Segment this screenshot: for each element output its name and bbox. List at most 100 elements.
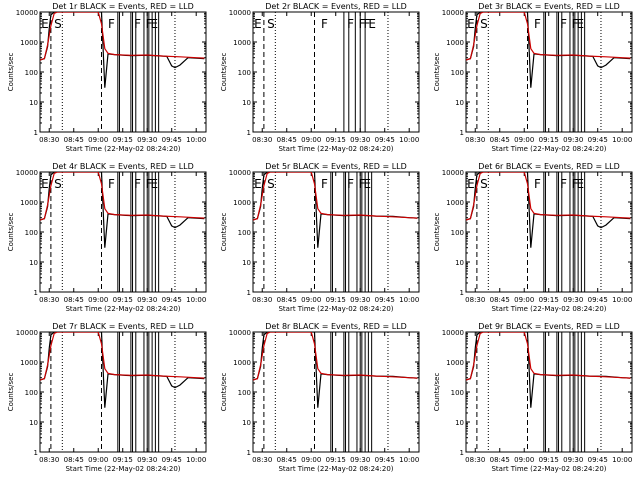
y-tick-label: 100 (238, 389, 251, 397)
y-tick-label: 10000 (442, 169, 464, 177)
y-tick-label: 10 (29, 419, 38, 427)
x-axis-label: Start Time (22-May-02 08:24:20) (278, 305, 393, 313)
series-line-events (253, 172, 418, 248)
event-marker-label: F (134, 177, 141, 191)
x-tick-label: 10:00 (612, 456, 632, 464)
y-tick-label: 10000 (229, 329, 251, 337)
x-tick-label: 08:45 (64, 296, 84, 304)
y-tick-label: 10 (242, 419, 251, 427)
y-tick-label: 1 (460, 449, 464, 457)
y-tick-label: 1000 (446, 39, 464, 47)
panel-det-2: Det 2r BLACK = Events, RED = LLD 1 10 100 10… (220, 2, 420, 153)
x-tick-label: 08:45 (277, 296, 297, 304)
series-line-lld (40, 172, 205, 221)
x-tick-label: 09:15 (326, 136, 346, 144)
chart-title: Det 5r BLACK = Events, RED = LLD (265, 162, 407, 171)
x-tick-label: 09:45 (375, 296, 395, 304)
event-marker-label: E (41, 177, 49, 191)
event-marker-label: S (54, 17, 62, 31)
y-tick-label: 100 (25, 69, 38, 77)
series-line-lld (40, 12, 205, 61)
series-line-events (40, 12, 205, 88)
y-tick-label: 10000 (442, 9, 464, 17)
event-marker-label: E (254, 177, 262, 191)
plot-frame (252, 171, 420, 293)
x-tick-label: 10:00 (186, 456, 206, 464)
x-tick-label: 09:30 (137, 456, 157, 464)
y-tick-label: 100 (25, 389, 38, 397)
series-line-lld (253, 332, 418, 381)
x-tick-label: 08:45 (277, 136, 297, 144)
y-tick-label: 1000 (446, 359, 464, 367)
x-tick-label: 08:30 (465, 136, 485, 144)
x-tick-label: 10:00 (399, 456, 419, 464)
plot-area (466, 332, 631, 452)
x-tick-label: 09:30 (350, 296, 370, 304)
x-axis-label: Start Time (22-May-02 08:24:20) (65, 305, 180, 313)
x-tick-label: 09:30 (137, 136, 157, 144)
chart-title: Det 8r BLACK = Events, RED = LLD (265, 322, 407, 331)
x-tick-label: 09:15 (113, 136, 133, 144)
x-tick-label: 08:30 (39, 136, 59, 144)
y-tick-label: 1 (247, 289, 251, 297)
x-tick-label: 09:30 (563, 136, 583, 144)
chart-title: Det 3r BLACK = Events, RED = LLD (478, 2, 620, 11)
event-marker-label: E (41, 17, 49, 31)
series-line-events (40, 332, 205, 408)
x-tick-label: 09:45 (588, 296, 608, 304)
series-line-lld (253, 172, 418, 221)
x-tick-label: 09:15 (326, 296, 346, 304)
event-marker-label: F (359, 17, 366, 31)
x-tick-label: 10:00 (186, 296, 206, 304)
x-tick-label: 08:45 (490, 456, 510, 464)
event-marker-label: E (467, 17, 475, 31)
event-marker-label: E (576, 177, 584, 191)
x-tick-label: 09:15 (539, 136, 559, 144)
x-tick-label: 08:30 (39, 296, 59, 304)
x-tick-label: 10:00 (399, 296, 419, 304)
y-tick-label: 1000 (233, 39, 251, 47)
y-tick-label: 10 (242, 99, 251, 107)
panel-det-4: Det 4r BLACK = Events, RED = LLD 1 10 100 10… (7, 162, 207, 313)
chart-title: Det 9r BLACK = Events, RED = LLD (478, 322, 620, 331)
y-tick-label: 10 (455, 259, 464, 267)
series-line-events (466, 172, 631, 248)
x-tick-label: 10:00 (399, 136, 419, 144)
x-axis-label: Start Time (22-May-02 08:24:20) (491, 465, 606, 473)
x-tick-label: 09:00 (514, 456, 534, 464)
y-tick-label: 100 (25, 229, 38, 237)
event-marker-label: S (267, 17, 275, 31)
y-tick-label: 10000 (229, 169, 251, 177)
series-line-lld (466, 172, 631, 221)
y-tick-label: 1000 (20, 39, 38, 47)
series-line-lld (40, 332, 205, 381)
y-tick-label: 1 (460, 129, 464, 137)
series-line-lld (466, 12, 631, 61)
y-tick-label: 10000 (229, 9, 251, 17)
x-tick-label: 08:30 (252, 136, 272, 144)
x-tick-label: 09:15 (539, 456, 559, 464)
event-marker-label: E (576, 17, 584, 31)
event-marker-label: E (150, 17, 158, 31)
x-tick-label: 08:30 (39, 456, 59, 464)
x-tick-label: 08:30 (252, 296, 272, 304)
y-tick-label: 100 (451, 69, 464, 77)
x-tick-label: 08:45 (490, 296, 510, 304)
chart-title: Det 7r BLACK = Events, RED = LLD (52, 322, 194, 331)
plot-area (253, 332, 418, 452)
x-tick-label: 09:00 (301, 296, 321, 304)
event-marker-label: E (467, 177, 475, 191)
y-tick-label: 10000 (442, 329, 464, 337)
event-marker-label: S (480, 17, 488, 31)
y-axis-label: Counts/sec (7, 373, 15, 412)
event-marker-label: E (363, 177, 371, 191)
event-marker-label: F (359, 177, 366, 191)
y-axis-label: Counts/sec (220, 213, 228, 252)
y-tick-label: 1000 (446, 199, 464, 207)
y-tick-label: 10 (455, 99, 464, 107)
x-tick-label: 10:00 (612, 296, 632, 304)
x-tick-label: 09:15 (326, 456, 346, 464)
x-tick-label: 09:30 (563, 456, 583, 464)
y-tick-label: 1 (34, 129, 38, 137)
